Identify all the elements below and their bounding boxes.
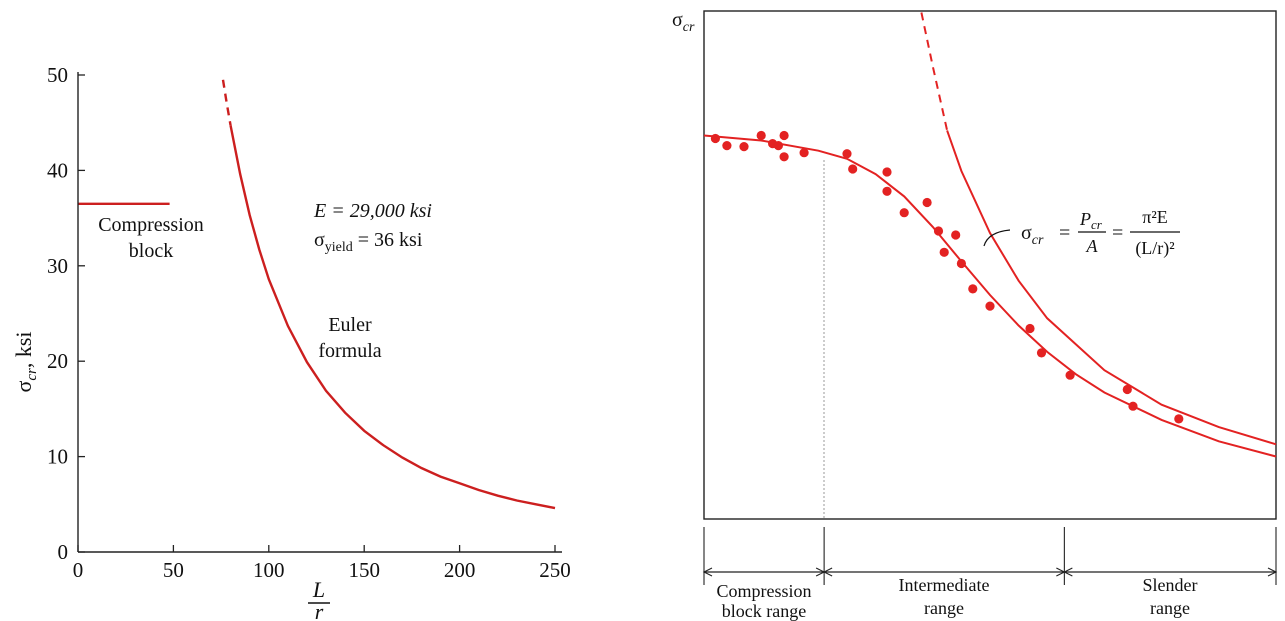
left-y-label-unit: , ksi <box>11 331 36 368</box>
left-y-tick-label: 50 <box>47 63 68 87</box>
left-y-label-sub: cr <box>24 368 40 381</box>
left-series-group <box>78 79 556 510</box>
yield-sigma: σ <box>314 229 325 251</box>
yield-annotation: σyield = 36 ksi <box>314 229 423 255</box>
left-y-ticks: 0 10 20 30 40 50 <box>47 63 85 564</box>
right-chart: σcr σcr = Pcr A = π²E (L/r)² Compression… <box>672 9 1278 621</box>
euler-curve <box>229 125 556 510</box>
test-data-point <box>722 141 732 151</box>
left-x-tick-label: 200 <box>444 558 476 582</box>
range-label-slender-line2: range <box>1150 598 1190 618</box>
range-arrow-left <box>702 567 713 577</box>
modulus-annotation: E = 29,000 ksi <box>313 200 432 222</box>
range-arrow-left <box>1063 567 1073 577</box>
left-x-ticks: 0 50 100 150 200 250 <box>73 545 571 582</box>
test-data-point <box>985 301 995 311</box>
left-x-tick-label: 50 <box>163 558 184 582</box>
range-arrow-left <box>822 567 833 577</box>
yield-sub: yield <box>325 240 353 255</box>
compression-block-label-line1: Compression <box>98 214 204 236</box>
inelastic-fit-curve <box>703 134 1277 458</box>
left-x-label-numerator: L <box>312 577 325 602</box>
test-data-point <box>968 284 978 294</box>
test-data-point <box>1036 348 1047 358</box>
left-y-tick-label: 20 <box>47 349 68 373</box>
formula-leader-line <box>983 229 1011 247</box>
eq-sigma-main: σ <box>1021 222 1032 244</box>
range-label-compression-line2: block range <box>722 601 806 621</box>
eq-den1: A <box>1086 236 1099 256</box>
right-y-label-sub: cr <box>683 20 695 35</box>
test-data-point <box>779 130 789 141</box>
right-y-label-main: σ <box>672 9 683 31</box>
test-data-point <box>1025 323 1035 334</box>
range-label-intermediate-line1: Intermediate <box>899 575 990 595</box>
right-plot-frame <box>703 10 1277 520</box>
test-data-point <box>882 167 892 177</box>
left-y-tick-label: 40 <box>47 158 68 182</box>
euler-formula-label-line2: formula <box>318 340 381 362</box>
test-data-point <box>710 133 721 144</box>
left-y-axis-label: σcr, ksi <box>11 331 40 392</box>
range-label-compression-line1: Compression <box>716 581 811 601</box>
right-y-axis-label: σcr <box>672 9 695 35</box>
test-data-point <box>1122 384 1132 395</box>
test-data-point <box>799 148 809 158</box>
test-data-point <box>739 142 749 152</box>
test-data-point <box>773 141 784 151</box>
test-data-point <box>956 258 967 269</box>
euler-formula-label-line1: Euler <box>328 314 372 336</box>
test-data-point <box>951 230 961 240</box>
left-y-label-main: σ <box>11 381 36 393</box>
test-data-point <box>899 208 909 218</box>
compression-block-label-line2: block <box>129 240 173 262</box>
euler-curve-right-dashed <box>920 12 949 131</box>
left-x-tick-label: 250 <box>539 558 571 582</box>
range-label-intermediate-line2: range <box>924 598 964 618</box>
eq-num1: Pcr <box>1079 209 1103 232</box>
eq-num1-main: P <box>1079 209 1091 229</box>
left-x-tick-label: 150 <box>348 558 380 582</box>
yield-value: = 36 ksi <box>353 229 423 251</box>
eq-equals-1: = <box>1059 222 1070 244</box>
range-arrow-right <box>1267 567 1278 577</box>
test-data-point <box>842 149 852 159</box>
left-x-label-denominator: r <box>315 599 324 621</box>
test-data-point <box>933 226 944 236</box>
test-data-point <box>848 164 858 174</box>
euler-curve-right <box>946 130 1277 446</box>
euler-curve-dashed <box>221 79 232 126</box>
eq-num2: π²E <box>1142 207 1167 227</box>
left-y-tick-label: 10 <box>47 445 68 469</box>
eq-sigma-sub: cr <box>1032 233 1044 248</box>
test-data-point <box>1128 401 1138 411</box>
test-data-point <box>1174 414 1184 424</box>
left-x-tick-label: 100 <box>253 558 285 582</box>
eq-equals-2: = <box>1112 222 1123 244</box>
range-axis <box>702 527 1278 585</box>
right-series-group <box>703 12 1277 458</box>
test-data-point <box>939 247 949 257</box>
left-x-tick-label: 0 <box>73 558 84 582</box>
range-label-slender-line1: Slender <box>1143 575 1198 595</box>
test-data-point <box>756 130 766 141</box>
test-data-point <box>779 152 789 162</box>
left-y-tick-label: 0 <box>58 540 69 564</box>
eq-num1-sub: cr <box>1091 217 1103 232</box>
svg-text:σcr, ksi: σcr, ksi <box>11 331 40 392</box>
eq-sigma: σcr <box>1021 222 1044 248</box>
left-y-tick-label: 30 <box>47 254 68 278</box>
test-data-point <box>882 186 892 196</box>
test-data-point <box>1065 370 1075 380</box>
test-data-point <box>922 197 932 208</box>
eq-den2: (L/r)² <box>1135 238 1174 259</box>
euler-equation: σcr = Pcr A = π²E (L/r)² <box>1021 207 1180 259</box>
